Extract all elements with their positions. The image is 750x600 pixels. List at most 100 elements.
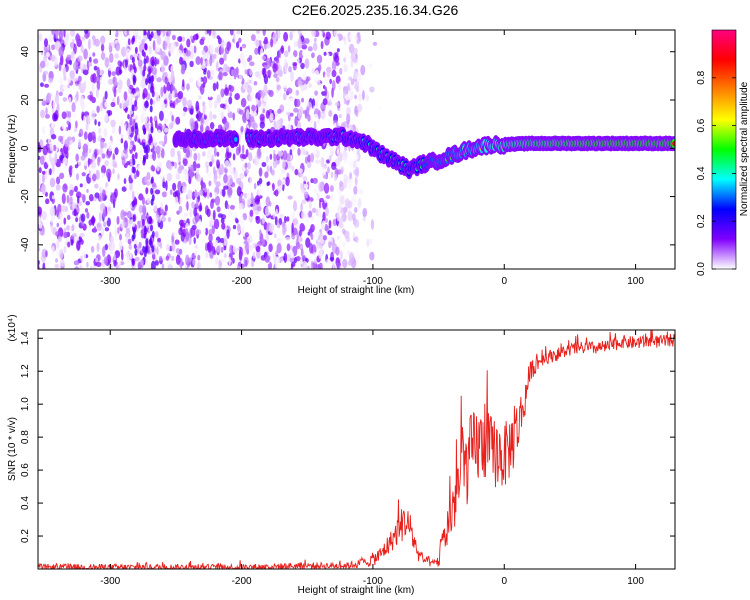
spectrogram-noise-cell <box>325 206 329 217</box>
spectrogram-noise-cell <box>108 63 114 72</box>
spectrogram-noise-cell <box>309 257 315 264</box>
spectrogram-noise-cell <box>153 32 158 40</box>
spectrogram-noise-cell <box>90 216 96 224</box>
spectrogram-noise-cell <box>256 30 260 34</box>
spectrogram-noise-cell <box>350 78 355 86</box>
spectrogram-noise-cell <box>283 215 287 224</box>
spectrogram-noise-cell <box>307 46 313 52</box>
spectrogram-noise-cell <box>116 140 121 148</box>
spectrogram-noise-cell <box>114 163 118 168</box>
spectrogram-noise-cell <box>212 209 216 221</box>
spectrogram-noise-cell <box>345 106 352 116</box>
spectrogram-noise-cell <box>156 246 159 255</box>
spectrogram-noise-cell <box>58 30 64 40</box>
spectrogram-noise-cell <box>39 155 45 165</box>
spectrogram-noise-cell <box>213 53 217 59</box>
spectrogram-noise-cell <box>293 50 298 58</box>
spectrogram-noise-cell <box>49 153 52 163</box>
spectrogram-noise-cell <box>181 185 187 194</box>
spectrogram-noise-cell <box>115 57 119 63</box>
spectrogram-noise-cell <box>247 79 250 86</box>
spectrogram-noise-cell <box>358 188 364 195</box>
spectrogram-noise-cell <box>66 136 73 141</box>
spectrogram-noise-cell <box>291 211 296 220</box>
spectrogram-noise-cell <box>71 224 75 232</box>
spectrogram-noise-cell <box>220 88 224 99</box>
spectrogram-noise-cell <box>138 51 143 61</box>
spectrogram-noise-cell <box>265 58 272 65</box>
spectrogram-noise-cell <box>171 241 176 252</box>
spectrogram-noise-cell <box>158 255 163 261</box>
spectrogram-noise-cell <box>111 126 116 134</box>
spectrogram-noise-cell <box>209 121 215 130</box>
spectrogram-noise-cell <box>176 107 181 115</box>
spectrogram-noise-cell <box>182 168 188 175</box>
spectrogram-noise-cell <box>344 230 350 239</box>
spectrogram-noise-cell <box>309 200 312 210</box>
spectrogram-noise-cell <box>148 77 152 85</box>
spectrogram-noise-cell <box>195 33 199 40</box>
spectrogram-noise-cell <box>115 263 121 269</box>
spectrogram-noise-cell <box>87 38 91 50</box>
spectrogram-noise-cell <box>322 85 326 90</box>
spectrogram-noise-cell <box>69 70 75 80</box>
spectrogram-noise-cell <box>48 33 54 43</box>
spectrogram-noise-cell <box>66 54 72 61</box>
spectrogram-noise-cell <box>209 55 213 67</box>
spectrogram-noise-cell <box>59 220 62 226</box>
spectrogram-noise-cell <box>277 108 282 114</box>
spectrogram-noise-cell <box>59 76 63 86</box>
colorbar-scale <box>712 30 736 269</box>
spectrogram-noise-cell <box>329 185 334 193</box>
spectrogram-noise-cell <box>346 113 351 125</box>
spectrogram-noise-cell <box>295 241 301 250</box>
spectrogram-noise-cell <box>99 76 106 83</box>
spectrogram-noise-cell <box>56 238 60 249</box>
spectrogram-noise-cell <box>232 224 237 230</box>
spectrogram-noise-cell <box>265 232 269 242</box>
spectrogram-noise-cell <box>151 194 155 202</box>
spectrogram-noise-cell <box>250 78 254 85</box>
spectrogram-noise-cell <box>370 219 375 230</box>
spectrogram-noise-cell <box>75 32 80 44</box>
spectrogram-noise-cell <box>134 46 138 54</box>
spectrogram-noise-cell <box>156 35 162 45</box>
spectrogram-noise-cell <box>133 243 137 250</box>
spectrogram-noise-cell <box>237 223 241 232</box>
spectrogram-noise-cell <box>104 90 108 100</box>
spectrogram-noise-cell <box>196 261 201 269</box>
spectrogram-noise-cell <box>94 118 97 126</box>
spectrogram-noise-cell <box>178 161 181 166</box>
spectrogram-noise-cell <box>157 238 161 243</box>
spectrogram-noise-cell <box>55 176 61 185</box>
spectrogram-noise-cell <box>145 259 149 267</box>
spectrogram-noise-cell <box>293 200 298 212</box>
spectrogram-noise-cell <box>324 217 328 224</box>
spectrogram-noise-cell <box>313 147 317 155</box>
spectrogram-noise-cell <box>336 48 340 53</box>
spectrogram-noise-cell <box>129 116 133 126</box>
spectrogram-noise-cell <box>286 254 290 262</box>
spectrogram-noise-cell <box>103 127 108 138</box>
spectrogram-noise-cell <box>127 88 131 95</box>
spectrogram-noise-cell <box>266 155 269 163</box>
spectrogram-noise-cell <box>69 30 76 37</box>
spectrogram-noise-cell <box>195 100 200 112</box>
spectrogram-noise-cell <box>215 227 219 238</box>
spectrogram-noise-cell <box>284 199 287 209</box>
spectrogram-noise-cell <box>287 195 293 200</box>
spectrogram-noise-cell <box>223 253 228 258</box>
spectrogram-noise-cell <box>321 30 325 34</box>
spectrogram-noise-cell <box>80 193 84 199</box>
spectrogram-noise-cell <box>311 68 315 74</box>
spectrogram-noise-cell <box>276 242 282 254</box>
spectrogram-noise-cell <box>272 158 278 169</box>
spectrogram-noise-cell <box>116 215 120 225</box>
spectrogram-noise-cell <box>197 152 201 162</box>
spectrogram-noise-cell <box>77 157 82 167</box>
spectrogram-noise-cell <box>334 55 340 63</box>
spectrogram-noise-cell <box>195 113 200 119</box>
spectrogram-noise-cell <box>56 190 62 195</box>
spectrogram-noise-cell <box>101 153 106 159</box>
spectrogram-noise-cell <box>338 81 342 91</box>
